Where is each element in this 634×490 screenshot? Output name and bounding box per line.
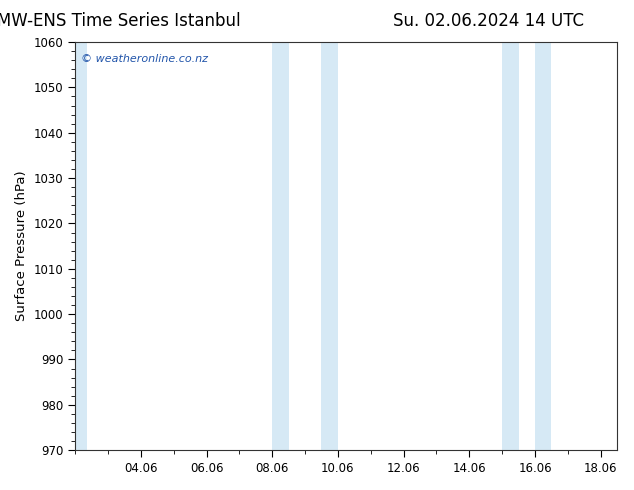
Bar — [535, 42, 552, 450]
Bar — [75, 42, 87, 450]
Bar — [321, 42, 338, 450]
Text: ECMW-ENS Time Series Istanbul: ECMW-ENS Time Series Istanbul — [0, 12, 241, 30]
Y-axis label: Surface Pressure (hPa): Surface Pressure (hPa) — [15, 171, 28, 321]
Text: Su. 02.06.2024 14 UTC: Su. 02.06.2024 14 UTC — [393, 12, 584, 30]
Bar — [502, 42, 519, 450]
Text: © weatheronline.co.nz: © weatheronline.co.nz — [81, 54, 207, 64]
Bar — [272, 42, 288, 450]
